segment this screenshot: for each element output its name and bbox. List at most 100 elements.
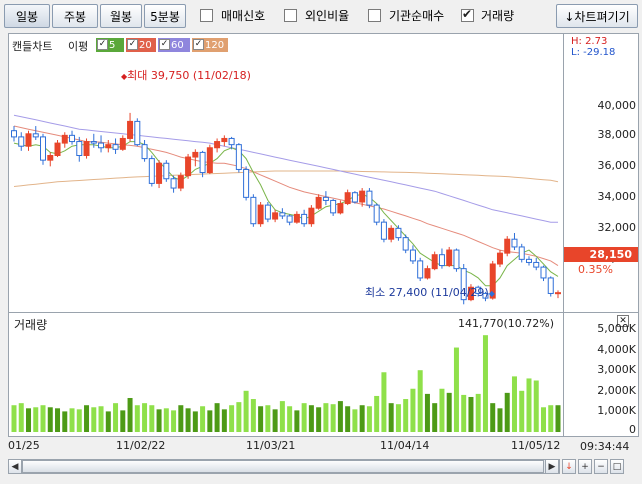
volume-bar — [511, 376, 517, 432]
volume-bar — [359, 405, 365, 432]
zoom-in-button[interactable]: + — [578, 459, 592, 474]
candle — [431, 251, 438, 271]
period-5min-button[interactable]: 5분봉 — [144, 4, 186, 28]
candle — [467, 284, 474, 302]
min-price-text: 최소 27,400 (11/04/29) — [365, 286, 489, 299]
volume-bar — [221, 409, 227, 432]
scroll-right-button[interactable]: ▶ — [545, 459, 559, 474]
volume-bar — [316, 407, 322, 432]
x-axis-label: 11/04/14 — [380, 439, 430, 452]
volume-bar — [337, 401, 343, 432]
candle — [453, 248, 460, 272]
candle — [460, 264, 467, 305]
ma-legend-mode: 이평 — [68, 40, 89, 53]
volume-bar — [381, 372, 387, 432]
jump-latest-button[interactable]: ↓ — [562, 459, 576, 474]
expand-chart-button[interactable]: ↓차트펴기기 — [556, 4, 638, 28]
candle — [54, 140, 61, 158]
candle — [388, 225, 395, 243]
volume-bar — [461, 394, 467, 432]
volume-bar — [301, 403, 307, 432]
current-time: 09:34:44 — [580, 440, 630, 453]
ma60-label: 60 — [171, 39, 184, 51]
volume-bar — [55, 408, 61, 432]
candle — [69, 130, 76, 145]
volume-tick: 1,000K — [597, 404, 636, 417]
candle — [156, 160, 163, 189]
candle — [11, 126, 17, 142]
volume-bar — [98, 406, 104, 432]
volume-checkbox[interactable] — [461, 7, 474, 22]
candle — [199, 150, 206, 178]
volume-bar — [62, 411, 68, 432]
volume-panel-title: 거래량 — [14, 318, 48, 332]
scrollbar-thumb[interactable] — [22, 460, 544, 473]
candle — [293, 211, 300, 224]
candle — [170, 175, 177, 193]
candle — [257, 202, 264, 227]
candle — [504, 236, 511, 257]
volume-bar — [120, 410, 126, 432]
ma20-toggle[interactable]: ✓ 20 — [126, 38, 156, 52]
ma60-toggle[interactable]: ✓ 60 — [158, 38, 190, 52]
candle — [264, 202, 271, 223]
fit-view-button[interactable]: □ — [610, 459, 624, 474]
volume-bar — [410, 388, 416, 432]
scroll-left-button[interactable]: ◀ — [8, 459, 22, 474]
volume-bar — [388, 403, 394, 432]
candle — [18, 132, 25, 151]
candle — [424, 265, 431, 280]
ma120-toggle[interactable]: ✓ 120 — [192, 38, 228, 52]
zoom-out-button[interactable]: − — [594, 459, 608, 474]
volume-tick: 4,000K — [597, 343, 636, 356]
candle — [533, 257, 540, 271]
volume-bar — [345, 406, 351, 432]
ma5-toggle[interactable]: ✓ 5 — [96, 38, 124, 52]
period-weekly-button[interactable]: 주봉 — [52, 4, 98, 28]
x-axis-label: 11/03/21 — [246, 439, 296, 452]
trade-signal-label: 매매신호 — [221, 9, 266, 23]
candle — [134, 118, 141, 147]
candle — [127, 112, 134, 142]
candle — [438, 248, 445, 269]
volume-bar — [185, 408, 191, 432]
candle — [525, 256, 532, 266]
candle — [511, 233, 518, 251]
volume-bar — [127, 398, 133, 432]
candle — [315, 194, 322, 210]
ma60-line — [13, 114, 558, 223]
candle — [112, 138, 119, 154]
period-daily-button[interactable]: 일봉 — [4, 4, 50, 28]
volume-bar — [105, 411, 111, 432]
volume-bar — [374, 395, 380, 432]
volume-bar — [446, 392, 452, 432]
volume-bar — [192, 411, 198, 432]
high-change-label: H: 2.73 — [571, 36, 608, 47]
institution-net-buy-checkbox[interactable] — [368, 9, 381, 22]
volume-close-button[interactable]: ✕ — [617, 315, 629, 327]
volume-bar — [250, 399, 256, 432]
candle — [417, 257, 424, 282]
trade-signal-checkbox[interactable] — [200, 9, 213, 22]
period-monthly-button[interactable]: 월봉 — [100, 4, 142, 28]
volume-label: 거래량 — [481, 9, 515, 23]
volume-bar — [91, 407, 97, 432]
volume-bar — [482, 335, 488, 432]
candle — [496, 250, 503, 268]
volume-bar — [308, 405, 314, 432]
candle — [98, 135, 105, 153]
volume-bar — [417, 370, 423, 432]
candle — [301, 209, 308, 227]
volume-bar — [323, 403, 329, 432]
foreign-ratio-checkbox[interactable] — [284, 9, 297, 22]
volume-tick: 5,000K — [597, 322, 636, 335]
low-change-label: L: -29.18 — [571, 47, 616, 58]
current-price-badge: 28,150 — [564, 247, 638, 262]
volume-bar — [432, 403, 438, 432]
ma120-label: 120 — [205, 39, 225, 51]
check-icon: ✓ — [193, 39, 204, 50]
candle — [214, 138, 221, 153]
volume-bar — [156, 409, 162, 432]
volume-bar — [287, 406, 293, 432]
volume-bar — [490, 403, 496, 432]
